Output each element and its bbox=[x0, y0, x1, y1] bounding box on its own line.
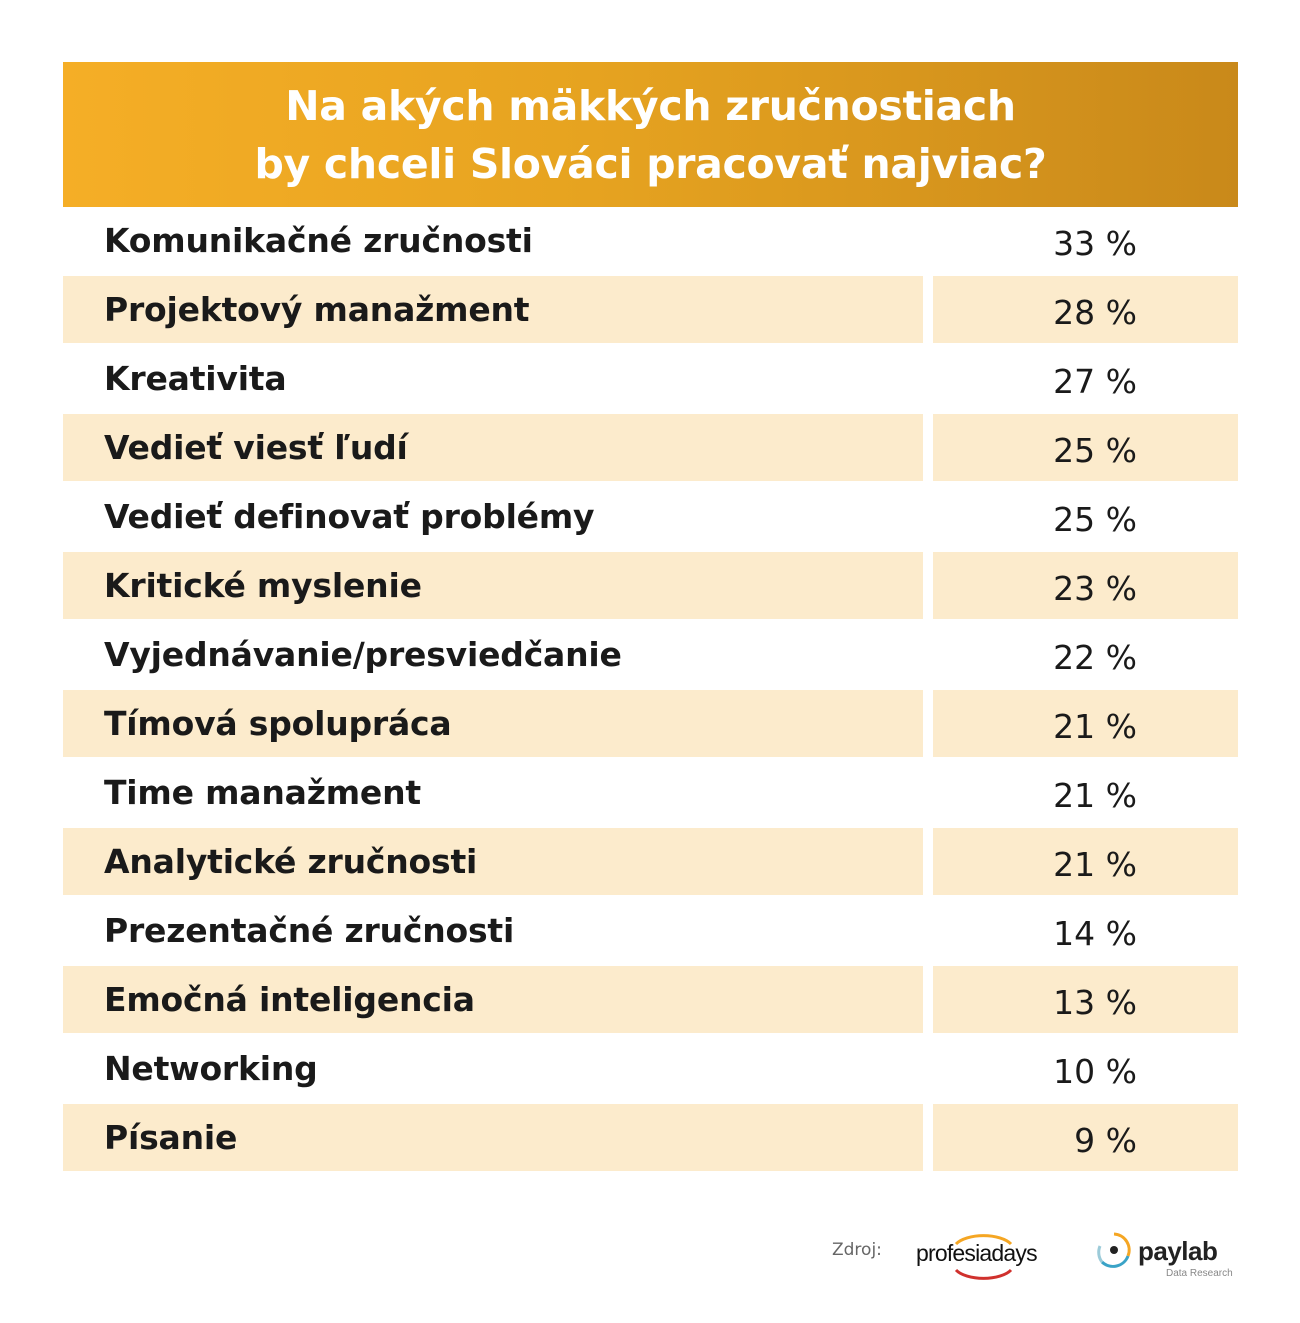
row-value-cell: 27 % bbox=[933, 345, 1238, 412]
row-value-cell: 13 % bbox=[933, 966, 1238, 1033]
table-row: Networking 10 % bbox=[63, 1035, 1238, 1104]
skill-label: Písanie bbox=[104, 1118, 238, 1157]
skill-percentage: 22 % bbox=[1053, 638, 1137, 677]
row-value-cell: 14 % bbox=[933, 897, 1238, 964]
skill-percentage: 33 % bbox=[1053, 224, 1137, 263]
paylab-text: paylab bbox=[1138, 1236, 1218, 1266]
skill-percentage: 23 % bbox=[1053, 569, 1137, 608]
row-label-cell: Time manažment bbox=[63, 759, 923, 826]
row-label-cell: Analytické zručnosti bbox=[63, 828, 923, 895]
profesiadays-text: profesiadays bbox=[916, 1240, 1038, 1266]
table-row: Kreativita 27 % bbox=[63, 345, 1238, 414]
table-row: Vedieť definovať problémy 25 % bbox=[63, 483, 1238, 552]
skill-label: Networking bbox=[104, 1049, 318, 1088]
row-value-cell: 21 % bbox=[933, 828, 1238, 895]
row-label-cell: Prezentačné zručnosti bbox=[63, 897, 923, 964]
table-row: Komunikačné zručnosti 33 % bbox=[63, 207, 1238, 276]
skill-percentage: 10 % bbox=[1053, 1052, 1137, 1091]
skill-label: Vedieť definovať problémy bbox=[104, 497, 595, 536]
row-value-cell: 25 % bbox=[933, 483, 1238, 550]
row-value-cell: 25 % bbox=[933, 414, 1238, 481]
table-row: Písanie 9 % bbox=[63, 1104, 1238, 1173]
skill-percentage: 25 % bbox=[1053, 500, 1137, 539]
row-label-cell: Vyjednávanie/presviedčanie bbox=[63, 621, 923, 688]
source-label: Zdroj: bbox=[832, 1240, 882, 1260]
skill-label: Vyjednávanie/presviedčanie bbox=[104, 635, 622, 674]
skill-label: Kreativita bbox=[104, 359, 287, 398]
profesiadays-logo: profesiadays bbox=[916, 1224, 1066, 1286]
skill-percentage: 21 % bbox=[1053, 707, 1137, 746]
skill-percentage: 21 % bbox=[1053, 776, 1137, 815]
paylab-logo: paylab Data Research bbox=[1094, 1224, 1244, 1286]
skill-percentage: 25 % bbox=[1053, 431, 1137, 470]
row-value-cell: 28 % bbox=[933, 276, 1238, 343]
row-label-cell: Vedieť viesť ľudí bbox=[63, 414, 923, 481]
chart-title: Na akých mäkkých zručnostiach by chceli … bbox=[63, 62, 1238, 207]
row-value-cell: 33 % bbox=[933, 207, 1238, 274]
table-row: Tímová spolupráca 21 % bbox=[63, 690, 1238, 759]
skill-label: Tímová spolupráca bbox=[104, 704, 452, 743]
row-label-cell: Networking bbox=[63, 1035, 923, 1102]
skills-table: Komunikačné zručnosti 33 % Projektový mana… bbox=[63, 207, 1238, 1173]
row-label-cell: Emočná inteligencia bbox=[63, 966, 923, 1033]
title-line-1: Na akých mäkkých zručnostiach bbox=[285, 81, 1016, 130]
skill-percentage: 14 % bbox=[1053, 914, 1137, 953]
footer: Zdroj: profesiadays paylab Data Research bbox=[0, 1210, 1300, 1290]
table-row: Kritické myslenie 23 % bbox=[63, 552, 1238, 621]
table-row: Prezentačné zručnosti 14 % bbox=[63, 897, 1238, 966]
row-label-cell: Vedieť definovať problémy bbox=[63, 483, 923, 550]
profesiadays-logo-arcs bbox=[954, 1234, 1013, 1280]
skill-label: Analytické zručnosti bbox=[104, 842, 478, 881]
table-row: Time manažment 21 % bbox=[63, 759, 1238, 828]
table-row: Projektový manažment 28 % bbox=[63, 276, 1238, 345]
skill-percentage: 9 % bbox=[1074, 1121, 1137, 1160]
row-label-cell: Tímová spolupráca bbox=[63, 690, 923, 757]
paylab-circle-icon bbox=[1097, 1232, 1131, 1268]
table-row: Emočná inteligencia 13 % bbox=[63, 966, 1238, 1035]
row-value-cell: 10 % bbox=[933, 1035, 1238, 1102]
skill-label: Time manažment bbox=[104, 773, 421, 812]
row-value-cell: 22 % bbox=[933, 621, 1238, 688]
skill-label: Emočná inteligencia bbox=[104, 980, 475, 1019]
table-row: Analytické zručnosti 21 % bbox=[63, 828, 1238, 897]
row-value-cell: 21 % bbox=[933, 690, 1238, 757]
skill-label: Projektový manažment bbox=[104, 290, 530, 329]
row-label-cell: Projektový manažment bbox=[63, 276, 923, 343]
row-value-cell: 9 % bbox=[933, 1104, 1238, 1171]
skill-label: Komunikačné zručnosti bbox=[104, 221, 533, 260]
skill-percentage: 27 % bbox=[1053, 362, 1137, 401]
row-label-cell: Písanie bbox=[63, 1104, 923, 1171]
skill-label: Kritické myslenie bbox=[104, 566, 422, 605]
row-label-cell: Kritické myslenie bbox=[63, 552, 923, 619]
table-row: Vedieť viesť ľudí 25 % bbox=[63, 414, 1238, 483]
paylab-subtitle: Data Research bbox=[1166, 1268, 1233, 1279]
skill-label: Prezentačné zručnosti bbox=[104, 911, 515, 950]
row-label-cell: Komunikačné zručnosti bbox=[63, 207, 923, 274]
row-value-cell: 21 % bbox=[933, 759, 1238, 826]
title-line-2: by chceli Slováci pracovať najviac? bbox=[254, 139, 1047, 188]
row-value-cell: 23 % bbox=[933, 552, 1238, 619]
skill-label: Vedieť viesť ľudí bbox=[104, 428, 408, 467]
skill-percentage: 13 % bbox=[1053, 983, 1137, 1022]
skill-percentage: 28 % bbox=[1053, 293, 1137, 332]
row-label-cell: Kreativita bbox=[63, 345, 923, 412]
table-row: Vyjednávanie/presviedčanie 22 % bbox=[63, 621, 1238, 690]
skill-percentage: 21 % bbox=[1053, 845, 1137, 884]
